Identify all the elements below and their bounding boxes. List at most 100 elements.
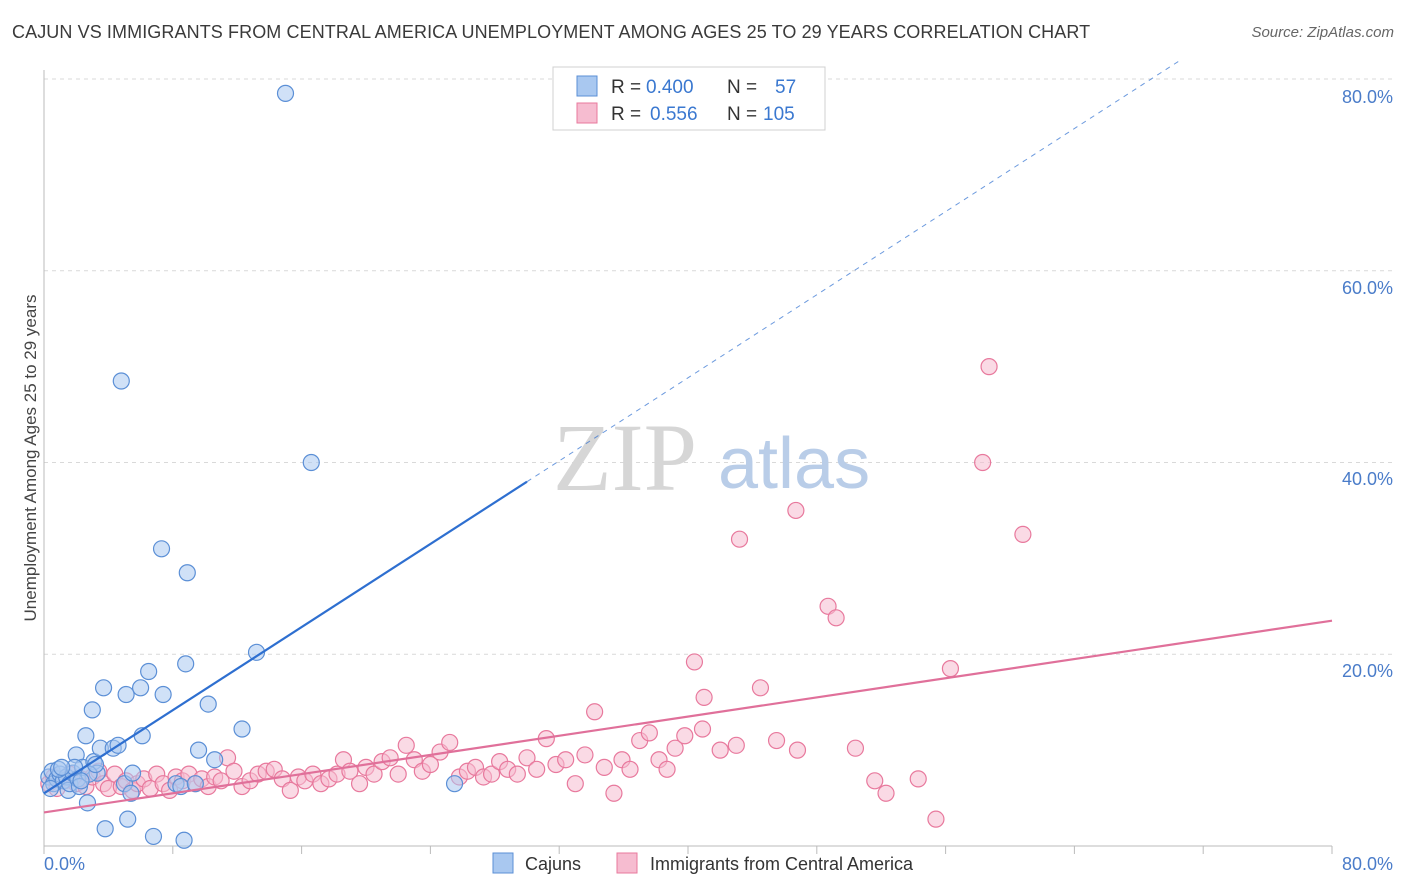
cajuns-point <box>445 775 464 793</box>
immigrants-point <box>595 758 613 776</box>
cajuns-point <box>72 772 90 790</box>
bottom-legend-label-immigrants: Immigrants from Central America <box>650 854 914 874</box>
cajuns-point <box>178 564 196 582</box>
trendlines <box>43 59 1333 814</box>
immigrants-point <box>381 749 399 767</box>
cajuns-point <box>206 751 224 769</box>
immigrants-point <box>397 736 415 754</box>
immigrants-point <box>730 530 749 548</box>
immigrants-point <box>1014 525 1032 544</box>
cajuns-point <box>117 685 135 704</box>
cajuns-point <box>119 810 137 828</box>
immigrants-point <box>666 739 684 757</box>
immigrants-trendline <box>43 619 1333 814</box>
immigrants-point <box>695 688 713 706</box>
legend-r-label-immigrants: R = <box>611 104 641 125</box>
top-legend-box <box>552 66 826 131</box>
cajuns-point <box>140 662 158 681</box>
source-label: Source: ZipAtlas.com <box>1251 24 1394 41</box>
bottom-legend-label-cajuns: Cajuns <box>525 854 581 874</box>
y-tick-label-40: 40.0% <box>1342 469 1393 489</box>
cajuns-series <box>40 84 464 849</box>
bottom-legend-swatch-cajuns <box>492 852 514 874</box>
immigrants-point <box>941 660 960 678</box>
immigrants-point <box>751 679 770 697</box>
y-axis-title: Unemployment Among Ages 25 to 29 years <box>21 295 40 622</box>
immigrants-point <box>877 784 895 802</box>
top-legend: R = 0.400 N = 57 R = 0.556 N = 105 <box>552 66 826 131</box>
immigrants-point <box>557 751 575 769</box>
immigrants-point <box>767 731 786 750</box>
immigrants-point <box>365 765 383 783</box>
cajuns-point <box>132 679 150 697</box>
legend-swatch-cajuns <box>576 75 598 97</box>
immigrants-point <box>566 775 584 793</box>
immigrants-point <box>508 765 526 783</box>
immigrants-point <box>350 775 369 793</box>
cajuns-point <box>94 679 113 697</box>
gridlines <box>44 78 1392 655</box>
cajuns-point <box>154 685 172 704</box>
cajuns-point <box>233 720 251 738</box>
cajuns-point <box>53 758 71 776</box>
bottom-legend-swatch-immigrants <box>616 852 638 874</box>
immigrants-point <box>676 727 694 745</box>
immigrants-point <box>980 358 998 376</box>
immigrants-point <box>658 760 676 778</box>
y-tick-label-20: 20.0% <box>1342 661 1393 681</box>
immigrants-point <box>389 765 407 783</box>
immigrants-point <box>693 720 712 738</box>
immigrants-point <box>640 724 658 742</box>
x-tick-label-max: 80.0% <box>1342 854 1393 874</box>
cajuns-point <box>186 775 204 793</box>
immigrants-point <box>909 770 927 788</box>
immigrants-point <box>528 760 546 778</box>
y-tick-label-80: 80.0% <box>1342 87 1393 107</box>
immigrants-point <box>576 746 594 764</box>
cajuns-point <box>112 372 130 390</box>
immigrants-point <box>685 653 704 671</box>
immigrants-point <box>727 736 745 754</box>
immigrants-point <box>482 765 501 783</box>
cajuns-point <box>199 695 217 713</box>
cajuns-point <box>189 741 208 759</box>
legend-r-label-cajuns: R = <box>611 77 641 98</box>
cajuns-point <box>152 540 171 558</box>
chart-title: CAJUN VS IMMIGRANTS FROM CENTRAL AMERICA… <box>12 22 1091 42</box>
cajuns-point <box>122 784 140 802</box>
immigrants-point <box>711 741 729 759</box>
cajuns-point <box>302 453 320 472</box>
immigrants-point <box>421 755 439 774</box>
x-ticks <box>43 846 1333 854</box>
immigrants-point <box>866 772 884 790</box>
immigrants-point <box>621 760 639 778</box>
immigrants-point <box>225 762 243 780</box>
cajuns-point <box>247 643 266 661</box>
watermark-zip: ZIP <box>553 404 697 511</box>
cajuns-point <box>96 820 114 838</box>
immigrants-series <box>40 358 1032 828</box>
cajuns-point <box>276 84 295 102</box>
immigrants-point <box>787 501 805 520</box>
immigrants-point <box>927 810 945 828</box>
legend-swatch-immigrants <box>576 102 598 124</box>
immigrants-point <box>846 739 865 757</box>
immigrants-point <box>605 784 623 802</box>
cajuns-point <box>177 655 195 673</box>
cajuns-point <box>123 764 142 782</box>
immigrants-point <box>974 453 992 472</box>
legend-n-value-cajuns: 57 <box>775 77 796 98</box>
watermark-atlas: atlas <box>718 424 870 504</box>
x-tick-label-min: 0.0% <box>44 854 85 874</box>
cajuns-trendline <box>43 480 528 795</box>
cajuns-point <box>175 831 193 849</box>
immigrants-point <box>788 741 807 759</box>
legend-r-value-cajuns: 0.400 <box>646 77 694 98</box>
legend-r-value-immigrants: 0.556 <box>650 104 698 125</box>
cajuns-point <box>78 794 97 812</box>
immigrants-point <box>441 733 459 752</box>
immigrants-point <box>518 749 536 767</box>
immigrants-point <box>281 781 299 799</box>
cajuns-point <box>144 827 163 846</box>
